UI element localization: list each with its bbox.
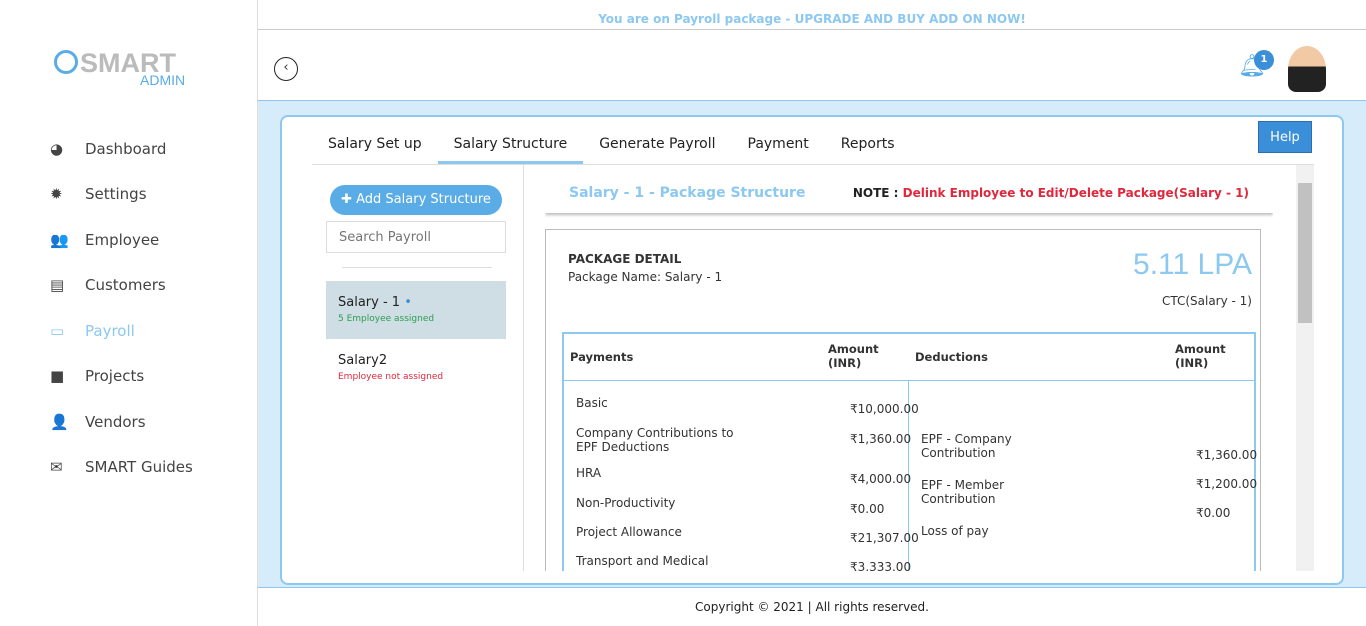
payment-name: Basic xyxy=(576,396,608,410)
tab-salary-structure[interactable]: Salary Structure xyxy=(437,127,584,164)
logo-admin: ADMIN xyxy=(140,72,186,88)
search-payroll-input[interactable] xyxy=(326,221,506,253)
lpa-value: 5.11 LPA xyxy=(1133,248,1252,281)
deduction-name: Loss of pay xyxy=(921,524,989,538)
payment-name: Non-Productivity xyxy=(576,496,676,510)
deductions-header: Deductions xyxy=(915,350,988,364)
package-name: Package Name: Salary - 1 xyxy=(568,270,723,284)
payment-amount: ₹3,333.00 xyxy=(850,560,912,571)
divider xyxy=(342,267,492,268)
deduction-amount: ₹1,360.00 xyxy=(1196,448,1258,462)
scrollbar[interactable] xyxy=(1296,165,1314,571)
sidebar-item-employee[interactable]: 👥 Employee xyxy=(50,217,193,263)
sidebar-item-label: Customers xyxy=(85,276,166,295)
salary-name: Salary2 xyxy=(338,353,388,368)
salary-list-panel: ✚ Add Salary Structure Salary - 1 • 5 Em… xyxy=(312,165,524,571)
envelope-icon: ✉ xyxy=(50,458,63,477)
package-structure: Salary - 1 - Package Structure NOTE : De… xyxy=(545,173,1273,571)
package-detail: PACKAGE DETAIL Package Name: Salary - 1 … xyxy=(545,229,1261,571)
table-header: Payments Amount (INR) Deductions Amount (I… xyxy=(564,334,1254,381)
package-header: Salary - 1 - Package Structure NOTE : De… xyxy=(545,173,1273,213)
note-text: Delink Employee to Edit/Delete Package(S… xyxy=(902,186,1249,200)
help-button[interactable]: Help xyxy=(1258,121,1312,153)
user-plus-icon: 👤 xyxy=(50,412,69,431)
header: ‹ 🔔︎ 1 xyxy=(258,30,1366,100)
upgrade-banner[interactable]: You are on Payroll package - UPGRADE AND… xyxy=(258,0,1366,30)
salary-status: Employee not assigned xyxy=(338,372,444,382)
salary-name: Salary - 1 xyxy=(338,295,401,310)
add-salary-structure-button[interactable]: ✚ Add Salary Structure xyxy=(330,185,502,215)
package-table: Payments Amount (INR) Deductions Amount (I… xyxy=(562,332,1258,571)
salary-item[interactable]: Salary2 Employee not assigned xyxy=(326,339,506,397)
sidebar-item-label: Settings xyxy=(85,185,147,204)
sidebar-item-label: Payroll xyxy=(85,321,135,340)
tab-generate-payroll[interactable]: Generate Payroll xyxy=(599,136,716,152)
tab-salary-set-up[interactable]: Salary Set up xyxy=(328,136,422,152)
briefcase-icon: ■ xyxy=(50,367,65,386)
ctc-label: CTC(Salary - 1) xyxy=(1161,294,1252,308)
payment-name: HRA xyxy=(576,466,602,480)
sidebar-item-payroll[interactable]: ▭ Payroll xyxy=(50,308,193,354)
credit-card-icon: ▭ xyxy=(50,321,65,340)
payment-amount: ₹21,307.00 xyxy=(850,531,919,545)
note: NOTE : Delink Employee to Edit/Delete Pa… xyxy=(853,186,1249,200)
payment-name: Project Allowance xyxy=(576,525,682,539)
avatar[interactable] xyxy=(1288,46,1326,92)
scrollbar-thumb[interactable] xyxy=(1298,183,1312,323)
payment-name: Company Contributions to EPF Deductions xyxy=(576,426,734,454)
sidebar-item-projects[interactable]: ■ Projects xyxy=(50,354,193,400)
payment-amount: ₹0.00 xyxy=(850,502,885,516)
deduction-amount: ₹1,200.00 xyxy=(1196,477,1258,491)
sidebar-item-vendors[interactable]: 👤 Vendors xyxy=(50,399,193,445)
sidebar-item-smart-guides[interactable]: ✉ SMART Guides xyxy=(50,445,193,491)
sidebar-item-label: SMART Guides xyxy=(85,458,193,477)
payroll-card: Salary Set up Salary Structure Generate Pa… xyxy=(280,115,1344,585)
deduction-name: EPF - Company Contribution xyxy=(921,432,1012,460)
selected-dot: • xyxy=(400,295,412,310)
salary-status: 5 Employee assigned xyxy=(338,314,435,324)
note-label: NOTE : xyxy=(852,186,903,200)
deduction-name: EPF - Member Contribution xyxy=(921,478,1005,506)
gear-icon: ✹ xyxy=(50,185,63,204)
sidebar-item-label: Vendors xyxy=(85,412,146,431)
users-icon: 👥 xyxy=(50,230,69,249)
notification-badge: 1 xyxy=(1254,50,1274,70)
sidebar-item-label: Projects xyxy=(85,367,145,386)
id-card-icon: ▤ xyxy=(50,276,65,295)
salary-item[interactable]: Salary - 1 • 5 Employee assigned xyxy=(326,281,506,339)
back-button[interactable]: ‹ xyxy=(274,57,298,81)
sidebar: SMART ADMIN ◕ Dashboard ✹ Settings 👥 Employee… xyxy=(0,0,258,626)
footer: Copyright © 2021 | All rights reserved. xyxy=(695,600,929,614)
payment-amount: ₹10,000.00 xyxy=(850,402,919,416)
payments-header: Payments xyxy=(570,350,634,364)
deduction-amount: ₹0.00 xyxy=(1196,506,1231,520)
sidebar-item-dashboard[interactable]: ◕ Dashboard xyxy=(50,126,193,172)
amount-header: Amount (INR) xyxy=(1175,342,1226,370)
payment-amount: ₹4,000.00 xyxy=(850,472,912,486)
sidebar-item-label: Employee xyxy=(85,230,160,249)
sidebar-item-label: Dashboard xyxy=(85,139,167,158)
payment-amount: ₹1,360.00 xyxy=(850,432,912,446)
tab-reports[interactable]: Reports xyxy=(840,136,895,152)
sidebar-item-settings[interactable]: ✹ Settings xyxy=(50,172,193,218)
dashboard-icon: ◕ xyxy=(50,139,64,158)
tab-payment[interactable]: Payment xyxy=(747,136,809,152)
payment-name: Transport and Medical xyxy=(576,554,709,568)
column-divider xyxy=(908,381,909,571)
amount-header: Amount (INR) xyxy=(828,342,879,370)
logo-icon xyxy=(54,50,78,74)
package-title: Salary - 1 - Package Structure xyxy=(569,185,806,201)
logo-smart: SMART xyxy=(80,48,176,78)
sidebar-nav: ◕ Dashboard ✹ Settings 👥 Employee ▤ Customers ▭ P… xyxy=(50,126,193,490)
tabs: Salary Set up Salary Structure Generate Pa… xyxy=(312,127,1314,165)
package-detail-heading: PACKAGE DETAIL xyxy=(568,252,682,266)
sidebar-item-customers[interactable]: ▤ Customers xyxy=(50,263,193,309)
content-area: Salary Set up Salary Structure Generate Pa… xyxy=(258,100,1366,588)
